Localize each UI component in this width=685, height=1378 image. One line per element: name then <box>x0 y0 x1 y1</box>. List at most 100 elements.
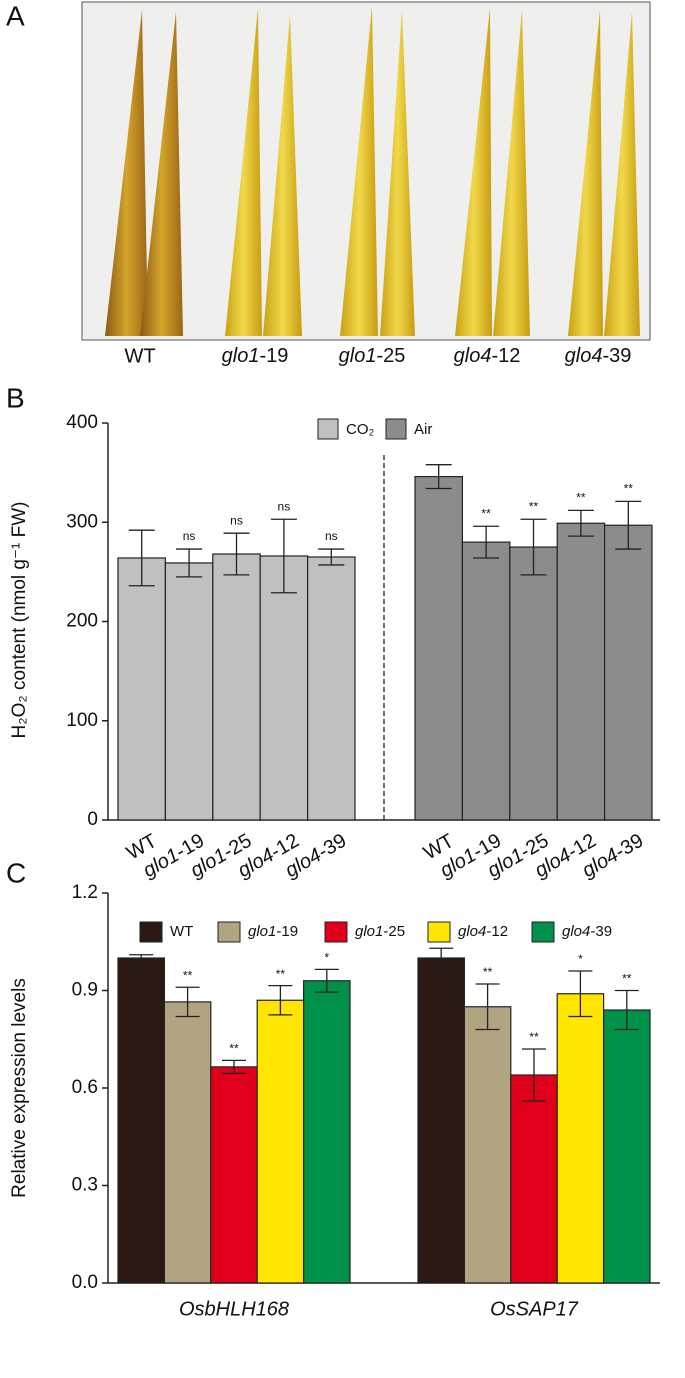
y-tick-label: 300 <box>66 511 98 532</box>
error-bar <box>615 500 642 550</box>
error-bar <box>223 532 250 576</box>
significance: * <box>324 951 329 965</box>
significance: ** <box>276 967 286 981</box>
error-bar <box>318 548 345 566</box>
line: -12 <box>491 345 520 367</box>
error-bar <box>128 529 155 587</box>
bar <box>463 1006 512 1284</box>
sample-label: WT <box>124 345 155 367</box>
gene: glo1 <box>222 345 260 367</box>
gene: glo4 <box>454 345 492 367</box>
gene: glo1 <box>339 345 377 367</box>
line: -19 <box>259 345 288 367</box>
sample-label: glo1-25 <box>339 345 406 367</box>
x-tick-label: OsbHLH168 <box>179 1298 289 1320</box>
significance: * <box>578 952 583 966</box>
bar <box>117 557 167 821</box>
bar <box>510 1074 558 1284</box>
y-tick-label: 0 <box>87 809 98 830</box>
error-bar <box>222 1059 246 1075</box>
error-bar <box>473 525 500 559</box>
y-tick-label: 400 <box>66 412 98 433</box>
y-tick-label: 1.2 <box>72 882 98 903</box>
sample-label: glo1-19 <box>222 345 289 367</box>
bar <box>414 475 464 821</box>
error-bar <box>314 968 339 993</box>
error-bar <box>522 1048 546 1102</box>
significance: ** <box>576 491 586 505</box>
error-bar <box>268 984 293 1016</box>
error-bar <box>429 947 454 969</box>
error-bar <box>129 954 154 962</box>
bar <box>509 546 558 821</box>
y-tick-label: 200 <box>66 611 98 632</box>
bar <box>602 1009 651 1284</box>
bar <box>163 1001 212 1284</box>
legend-swatch <box>324 921 348 943</box>
y-tick-label: 0.6 <box>72 1077 98 1098</box>
error-bar <box>520 518 547 576</box>
line: -39 <box>590 923 612 940</box>
legend-label: glo4-39 <box>562 923 612 940</box>
legend-swatch <box>531 921 555 943</box>
bar <box>164 562 214 821</box>
legend-label: glo1-19 <box>248 923 298 940</box>
y-axis-label: Relative expression levels <box>9 978 30 1198</box>
leaf-photo <box>81 1 651 341</box>
legend-swatch <box>385 418 407 440</box>
sample-label: glo4-39 <box>565 345 632 367</box>
significance: ns <box>278 499 291 513</box>
legend-swatch <box>217 921 241 943</box>
bar <box>256 999 305 1284</box>
bar <box>259 555 309 821</box>
error-bar <box>568 970 593 1018</box>
bar <box>210 1066 258 1284</box>
gene: glo4 <box>458 923 486 940</box>
bar <box>307 556 356 821</box>
bar <box>117 957 166 1284</box>
panel-letter: C <box>6 857 26 888</box>
significance: ** <box>483 965 493 979</box>
error-bar <box>425 464 452 490</box>
error-bar <box>270 518 297 594</box>
gene: glo4 <box>562 923 590 940</box>
y-tick-label: 0.0 <box>72 1272 98 1293</box>
line: -25 <box>383 923 405 940</box>
significance: ns <box>183 529 196 543</box>
bar <box>212 553 261 821</box>
line: -25 <box>376 345 405 367</box>
y-axis-label: H₂O₂ content (nmol g⁻¹ FW) <box>9 502 30 739</box>
gene: glo1 <box>355 923 383 940</box>
legend-label: glo1-25 <box>355 923 405 940</box>
legend-swatch <box>427 921 451 943</box>
significance: ** <box>481 506 491 520</box>
bar <box>603 524 653 821</box>
line: -19 <box>276 923 298 940</box>
legend-label: Air <box>414 421 432 438</box>
y-tick-label: 100 <box>66 710 98 731</box>
line: -12 <box>486 923 508 940</box>
legend-label: CO₂ <box>346 421 375 438</box>
bar <box>417 957 466 1284</box>
bar <box>556 993 605 1284</box>
legend-swatch <box>139 921 163 943</box>
panel-letter: B <box>6 382 25 413</box>
error-bar <box>614 989 639 1031</box>
bar <box>556 522 606 821</box>
error-bar <box>567 509 594 537</box>
error-bar <box>176 548 203 578</box>
error-bar <box>475 983 500 1031</box>
significance: ns <box>325 529 338 543</box>
line: -39 <box>602 345 631 367</box>
legend-swatch <box>317 418 339 440</box>
legend-label: glo4-12 <box>458 923 508 940</box>
significance: ** <box>624 482 634 496</box>
significance: ns <box>230 513 243 527</box>
significance: ** <box>529 499 539 513</box>
error-bar <box>175 986 200 1018</box>
gene: glo1 <box>248 923 276 940</box>
y-tick-label: 0.9 <box>72 980 98 1001</box>
bar <box>303 980 351 1284</box>
significance: ** <box>229 1042 239 1056</box>
